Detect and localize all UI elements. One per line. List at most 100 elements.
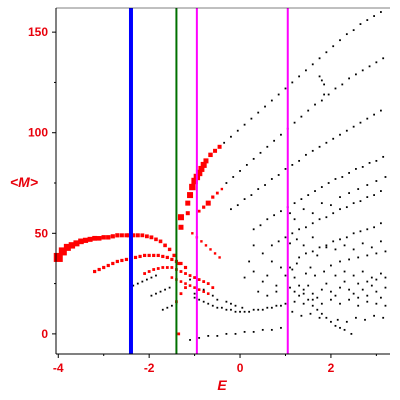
series-1-point [332, 137, 335, 140]
series-1-point [325, 216, 328, 219]
series-0-point [185, 211, 190, 216]
series-1-point [289, 286, 291, 289]
series-1-point [305, 272, 307, 275]
series-1-point [334, 294, 337, 297]
series-0-point [191, 232, 194, 235]
series-1-point [339, 286, 341, 289]
series-0-point [152, 253, 156, 258]
series-1-point [189, 339, 191, 341]
series-0-point [202, 205, 206, 209]
series-1-point [311, 236, 314, 239]
series-1-point [225, 308, 228, 311]
series-1-point [375, 61, 378, 64]
series-1-point [150, 294, 153, 297]
series-1-point [384, 176, 387, 178]
series-1-point [318, 75, 321, 78]
series-1-point [189, 278, 191, 281]
series-0-point [198, 165, 205, 172]
series-1-point [325, 244, 328, 247]
series-1-point [270, 328, 273, 331]
series-1-point [311, 212, 314, 215]
series-0-point [143, 253, 147, 258]
series-1-point [348, 77, 350, 80]
series-0-point [170, 276, 174, 279]
series-1-point [330, 320, 332, 323]
series-0-point [191, 177, 198, 185]
series-1-point [145, 278, 148, 281]
series-0-point [185, 200, 191, 206]
series-1-point [270, 306, 273, 309]
ticks: -4 -2 0 2 0 50 100 150 [28, 25, 377, 375]
series-0-point [161, 254, 165, 259]
series-0-point [58, 247, 67, 256]
series-1-point [216, 306, 219, 309]
series-1-point [318, 246, 321, 249]
series-1-point [316, 296, 319, 299]
series-0-point [143, 272, 147, 275]
series-1-point [318, 145, 321, 148]
series-0-point [135, 233, 140, 238]
series-1-point [309, 266, 312, 269]
series-1-point [284, 87, 287, 90]
series-1-point [311, 304, 314, 307]
series-1-point [234, 304, 237, 307]
series-0-point [156, 267, 160, 270]
series-1-point [352, 125, 355, 128]
series-1-point [275, 290, 278, 293]
series-1-point [352, 202, 355, 205]
series-1-point [339, 238, 341, 241]
series-1-point [380, 296, 382, 299]
series-1-point [339, 326, 341, 329]
series-0-point [172, 253, 176, 258]
series-1-point [259, 151, 262, 154]
series-1-point [370, 246, 373, 249]
series-1-point [375, 278, 378, 281]
series-1-point [261, 308, 264, 311]
series-1-point [370, 284, 373, 287]
series-1-point [234, 332, 237, 335]
series-0-point [177, 332, 181, 336]
series-0-point [111, 261, 115, 266]
series-1-point [289, 212, 291, 215]
series-1-point [334, 178, 337, 180]
series-1-point [166, 306, 169, 309]
series-0-point [165, 266, 169, 269]
series-0-point [177, 214, 184, 221]
series-0-point [92, 235, 98, 241]
series-0-point [124, 233, 129, 238]
series-1-point [298, 159, 301, 162]
series-1-point [270, 178, 273, 180]
series-1-point [375, 290, 378, 293]
series-1-point [236, 204, 239, 207]
series-1-point [348, 192, 350, 194]
series-1-point [323, 93, 326, 96]
series-0-point [147, 253, 151, 258]
series-1-point [332, 212, 335, 215]
series-1-point [264, 184, 266, 186]
series-0-point [213, 148, 218, 153]
series-1-point [307, 298, 310, 301]
series-1-point [373, 194, 375, 196]
series-1-point [216, 298, 219, 301]
series-1-point [325, 141, 328, 144]
series-1-point [298, 75, 301, 78]
series-1-point [348, 258, 350, 261]
series-1-point [373, 226, 375, 229]
series-1-point [280, 304, 282, 307]
series-1-point [332, 45, 335, 48]
series-1-point [164, 288, 166, 291]
series-0-point [218, 256, 221, 259]
series-1-point [284, 302, 287, 305]
y-tick-label: 0 [41, 327, 48, 341]
series-1-point [280, 133, 282, 136]
series-1-point [345, 236, 348, 239]
series-1-point [339, 302, 341, 305]
series-1-point [357, 282, 360, 285]
series-1-point [277, 240, 280, 243]
series-0-point [82, 237, 89, 243]
series-1-point [366, 254, 369, 257]
series-0-point [200, 240, 203, 243]
series-1-point [252, 270, 255, 273]
series-1-point [332, 240, 335, 243]
x-axis-label: E [217, 377, 227, 393]
